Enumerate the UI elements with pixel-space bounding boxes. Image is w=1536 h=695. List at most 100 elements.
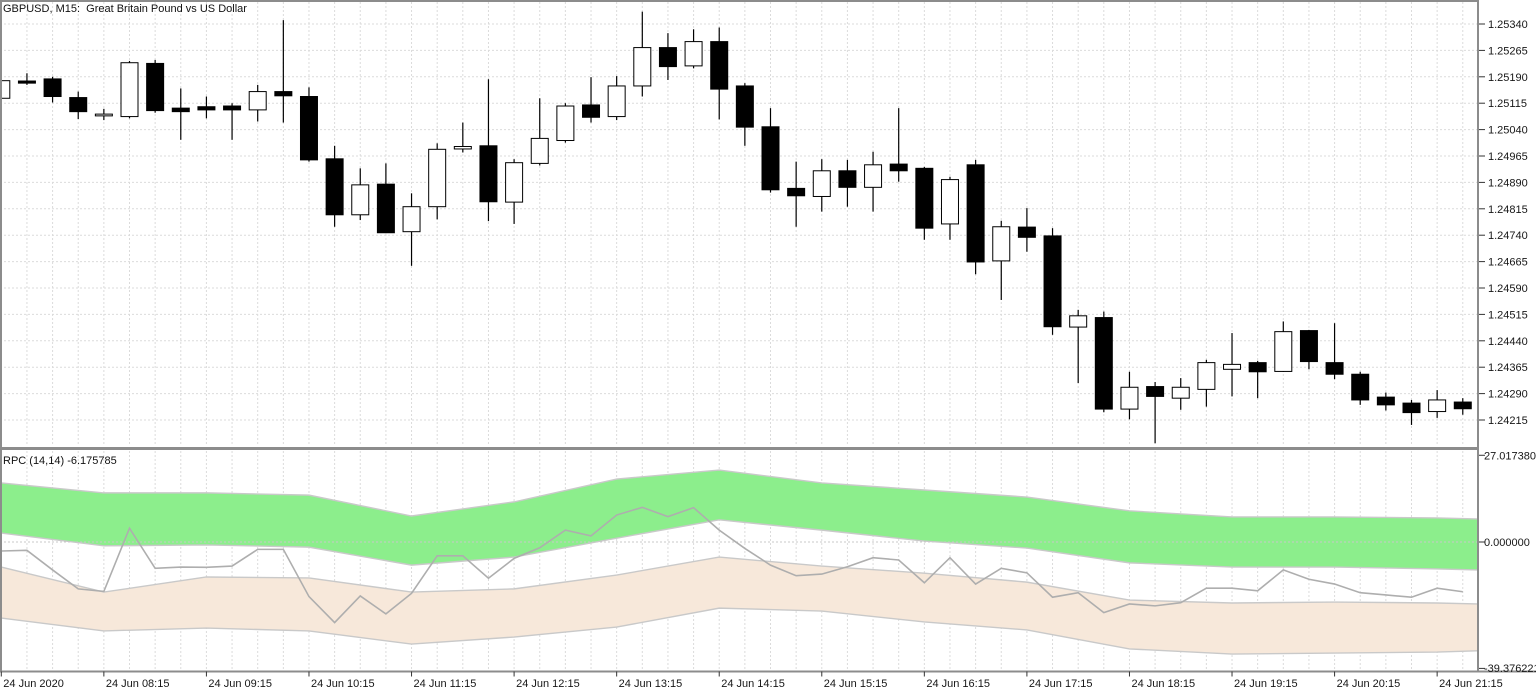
time-axis-label: 24 Jun 13:15: [619, 678, 683, 690]
candle: [1223, 333, 1242, 397]
candle: [1069, 309, 1088, 384]
candle: [1299, 329, 1318, 370]
price-axis-label: 1.24965: [1488, 151, 1528, 163]
price-axis-label: 1.25115: [1488, 98, 1527, 110]
time-axis-label: 24 Jun 11:15: [414, 678, 477, 690]
candle: [146, 59, 165, 113]
time-axis-label: 24 Jun 12:15: [516, 678, 580, 690]
time-axis-label: 24 Jun 08:15: [106, 678, 170, 690]
candle: [1274, 321, 1293, 372]
candle: [1120, 371, 1139, 420]
candle: [17, 73, 36, 85]
price-axis-label: 1.24890: [1488, 177, 1528, 189]
candle: [787, 161, 806, 227]
candles: [0, 11, 1472, 444]
candle: [120, 60, 139, 119]
indicator-label: RPC (14,14) -6.175785: [3, 455, 117, 467]
candle: [658, 33, 677, 80]
price-axis-label: 1.24515: [1488, 309, 1528, 321]
candle: [966, 159, 985, 275]
candle: [1248, 360, 1267, 399]
candle: [1325, 323, 1344, 380]
candle: [1453, 398, 1472, 415]
candle: [171, 88, 190, 140]
candle: [428, 143, 447, 220]
candle: [1043, 228, 1062, 335]
price-axis-label: 1.25190: [1488, 72, 1528, 84]
indicator-axis-label: 27.017380: [1484, 450, 1536, 462]
candle: [735, 83, 754, 146]
time-axis-label: 24 Jun 16:15: [926, 678, 990, 690]
rpc-signal-line: [1, 506, 1463, 624]
candle: [838, 159, 857, 207]
candle: [582, 77, 601, 123]
candle: [325, 145, 344, 227]
time-axis-label: 24 Jun 20:15: [1337, 678, 1401, 690]
candle: [889, 108, 908, 182]
time-axis: 24 Jun 2020 24 Jun 08:15 24 Jun 09:15 24 Ju…: [0, 671, 1503, 690]
candle: [812, 159, 831, 212]
candle: [1017, 208, 1036, 252]
time-axis-label: 24 Jun 15:15: [824, 678, 888, 690]
candle: [402, 193, 421, 266]
candle: [248, 84, 267, 122]
candle: [761, 108, 780, 193]
pane-borders: [0, 0, 1536, 673]
candle: [299, 87, 318, 162]
indicator-axis-label: 0.000000: [1484, 537, 1530, 549]
rpc-upper-band: [1, 469, 1478, 571]
candle: [69, 91, 88, 120]
candle: [710, 27, 729, 120]
candle: [940, 176, 959, 240]
candle: [43, 76, 62, 103]
candle: [556, 103, 575, 143]
candle: [505, 159, 524, 224]
candle: [633, 11, 652, 97]
candle: [684, 29, 703, 69]
candle: [479, 79, 498, 222]
price-axis-label: 1.24665: [1488, 257, 1528, 269]
candle: [1146, 381, 1165, 444]
candle: [1428, 390, 1447, 418]
candle: [453, 122, 472, 153]
price-axis-label: 1.24740: [1488, 230, 1528, 242]
time-axis-label: 24 Jun 10:15: [311, 678, 375, 690]
time-axis-label: 24 Jun 2020: [3, 678, 64, 690]
chart-title: GBPUSD, M15: Great Britain Pound vs US D…: [3, 3, 247, 15]
price-axis-label: 1.25265: [1488, 45, 1528, 57]
price-axis-label: 1.24815: [1488, 204, 1528, 216]
time-axis-label: 24 Jun 09:15: [208, 678, 272, 690]
price-axis-label: 1.24215: [1488, 415, 1528, 427]
candle: [274, 20, 293, 123]
time-axis-label: 24 Jun 18:15: [1131, 678, 1195, 690]
candle: [530, 98, 549, 166]
candle: [915, 166, 934, 240]
price-axis-label: 1.24440: [1488, 336, 1528, 348]
indicator-axis: 27.017380 0.000000 -39.376221: [1479, 450, 1536, 675]
indicator-axis-label: -39.376221: [1484, 663, 1536, 675]
grid: [0, 2, 1477, 670]
candle: [1197, 359, 1216, 407]
price-axis-label: 1.24290: [1488, 389, 1528, 401]
candle: [1376, 392, 1395, 411]
time-axis-label: 24 Jun 17:15: [1029, 678, 1093, 690]
candle: [351, 168, 370, 221]
candle: [94, 108, 113, 121]
candle: [223, 103, 242, 140]
time-axis-label: 24 Jun 19:15: [1234, 678, 1298, 690]
price-axis-label: 1.24590: [1488, 283, 1528, 295]
candle: [607, 76, 626, 121]
candle: [1351, 371, 1370, 405]
price-axis-label: 1.25040: [1488, 125, 1528, 137]
time-axis-label: 24 Jun 14:15: [721, 678, 785, 690]
time-axis-label: 24 Jun 21:15: [1439, 678, 1503, 690]
candle: [197, 96, 216, 119]
candle: [992, 220, 1011, 300]
rpc-lower-band: [1, 556, 1478, 655]
price-axis: 1.25340 1.25265 1.25190 1.25115 1.25040 1.249…: [1479, 19, 1528, 427]
candle: [1094, 311, 1113, 413]
candle: [864, 151, 883, 212]
candle: [1171, 378, 1190, 410]
